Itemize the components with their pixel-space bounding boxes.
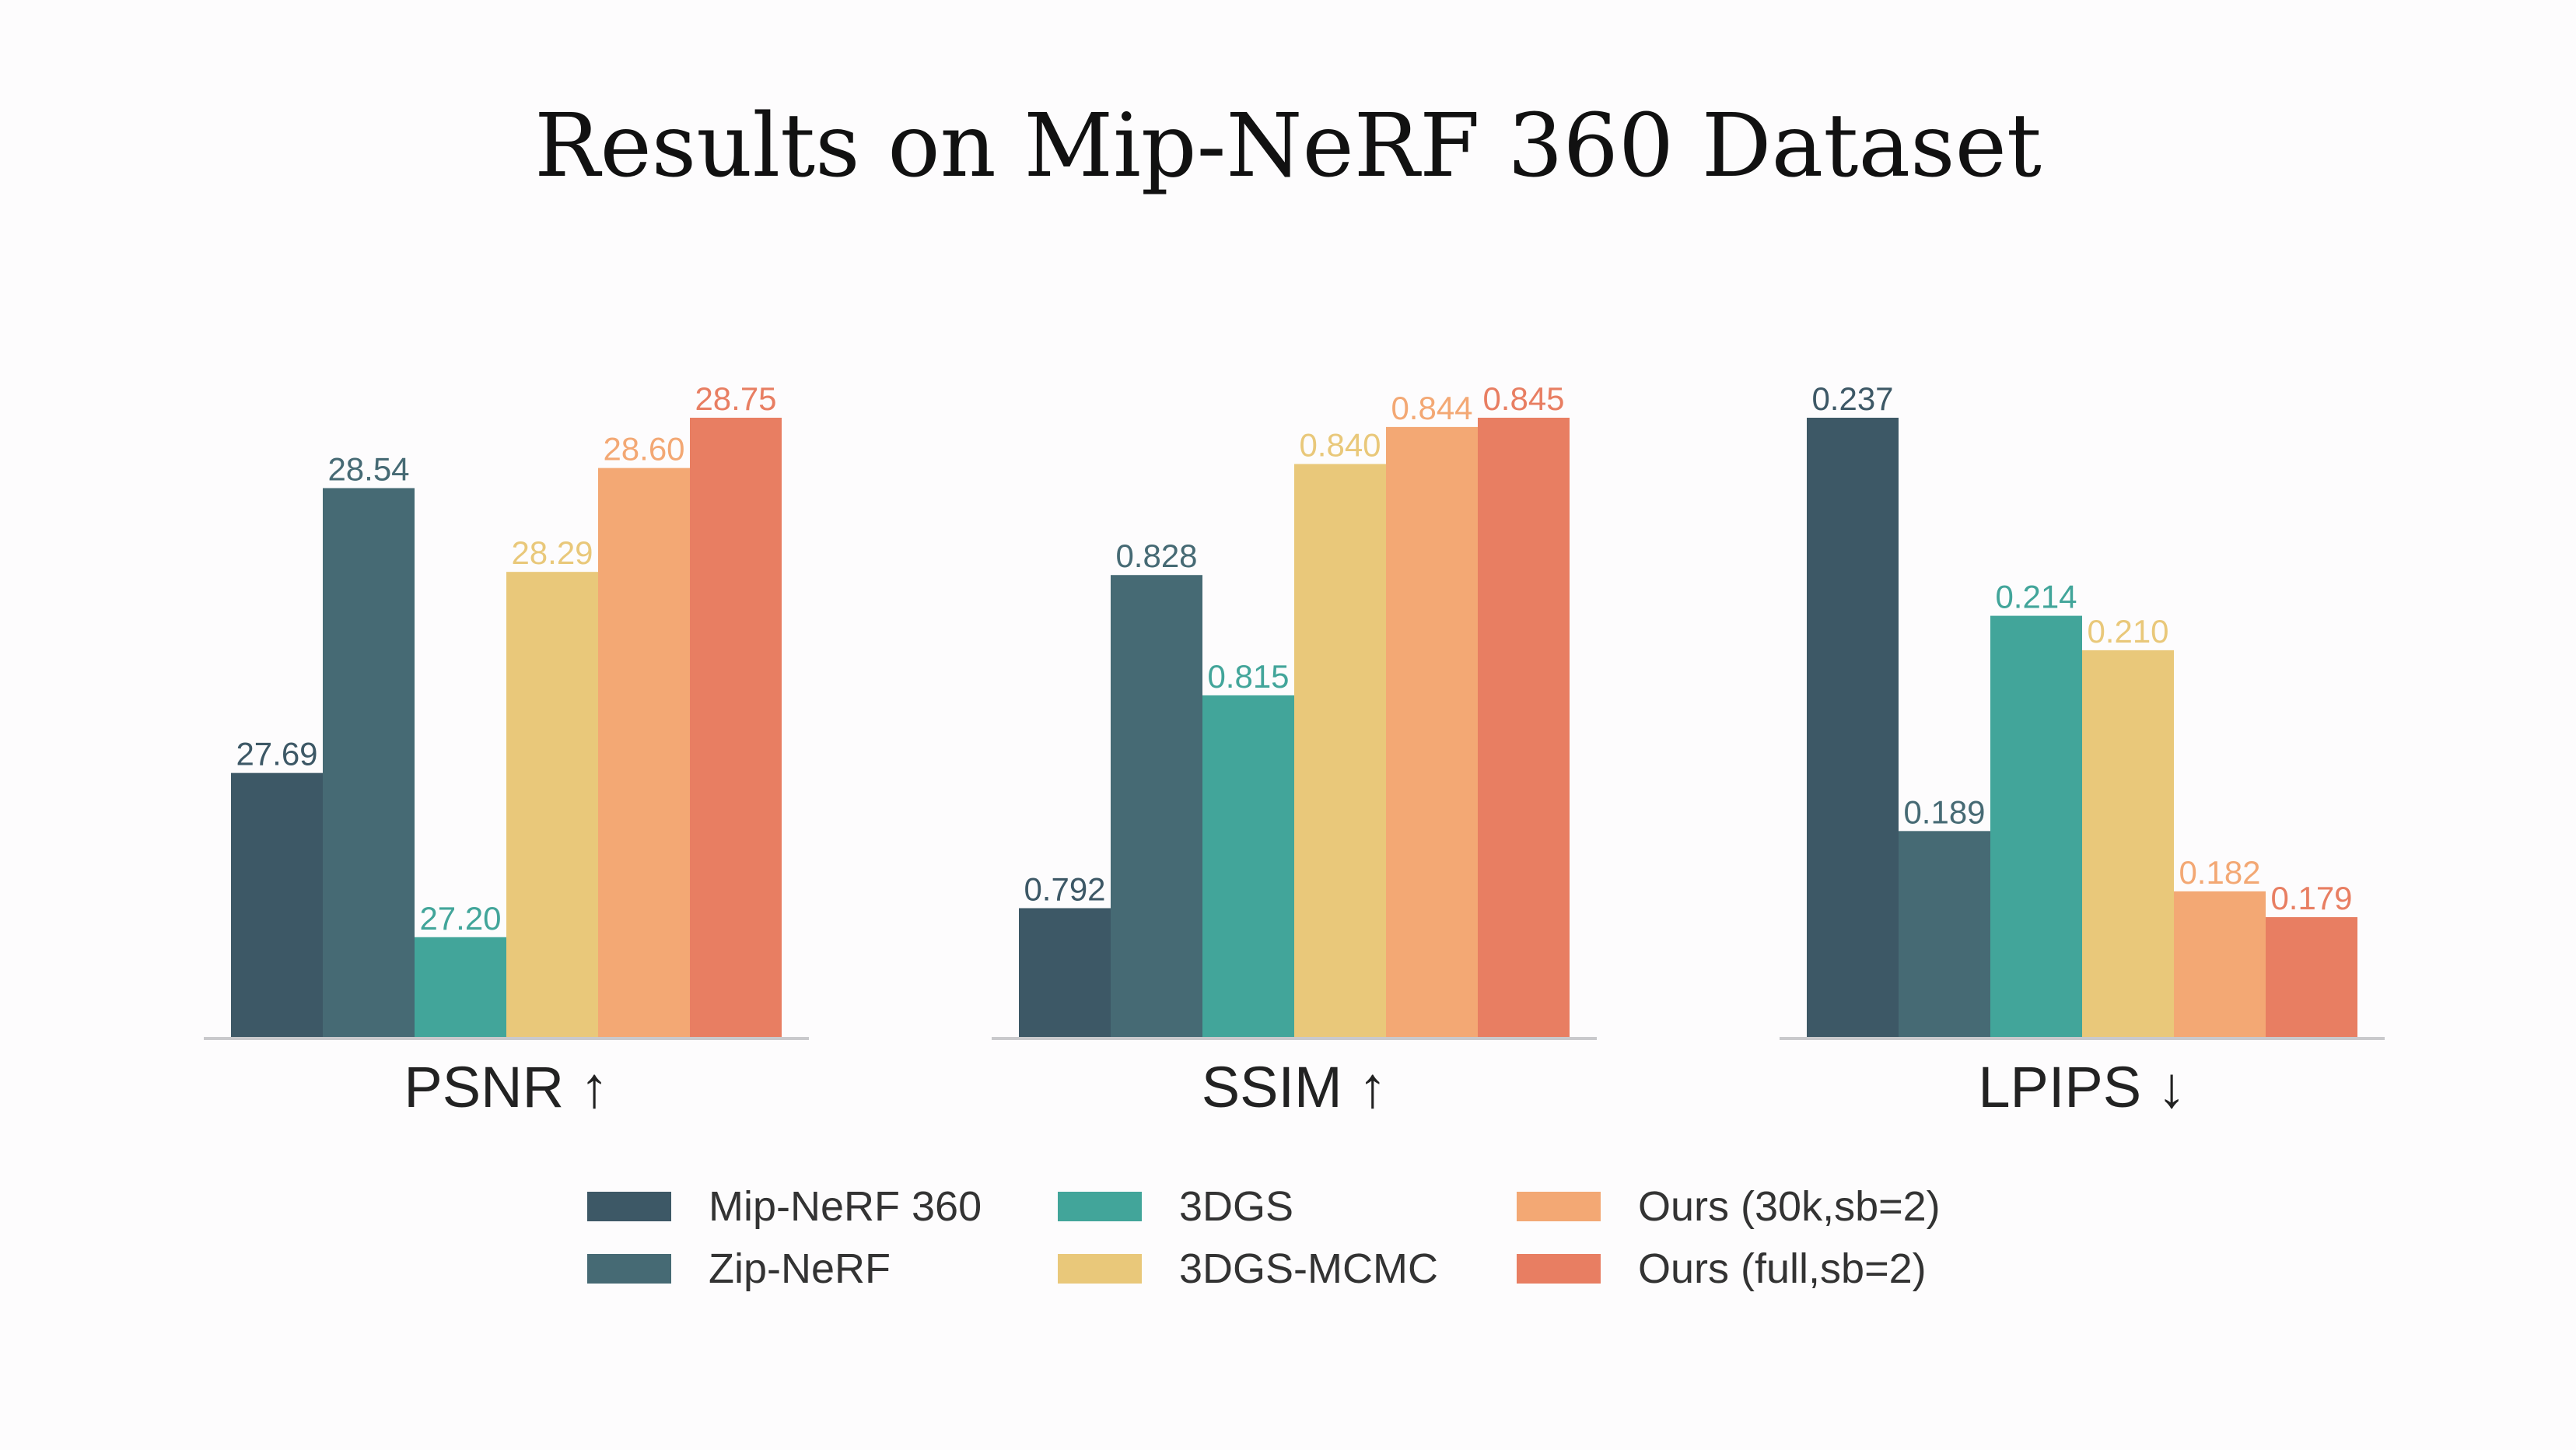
bar-value-label: 0.214 xyxy=(1995,579,2077,615)
category-label: SSIM ↑ xyxy=(1202,1055,1387,1119)
bar-value-label: 0.845 xyxy=(1482,380,1564,417)
bar-value-label: 28.60 xyxy=(603,431,684,468)
bar xyxy=(1294,464,1386,1038)
bar-value-label: 0.815 xyxy=(1207,658,1289,695)
bar xyxy=(1899,831,1990,1038)
bar xyxy=(690,418,782,1038)
bar xyxy=(1386,426,1478,1038)
bar xyxy=(598,468,690,1038)
bar xyxy=(1990,615,2082,1038)
bar xyxy=(1019,908,1111,1038)
category-label: LPIPS ↓ xyxy=(1978,1055,2186,1119)
bar-value-label: 28.75 xyxy=(695,380,776,417)
chart-title: Results on Mip-NeRF 360 Dataset xyxy=(534,96,2042,197)
bar xyxy=(1111,575,1202,1038)
category-label: PSNR ↑ xyxy=(404,1055,608,1119)
bar-value-label: 27.20 xyxy=(419,900,501,937)
bar xyxy=(231,772,323,1038)
bar-value-label: 0.828 xyxy=(1115,538,1197,574)
bar xyxy=(323,488,415,1038)
bar-value-label: 0.182 xyxy=(2179,854,2260,891)
bar xyxy=(2266,917,2357,1038)
bar-value-label: 0.179 xyxy=(2270,880,2352,916)
bar-value-label: 0.792 xyxy=(1024,870,1105,907)
bar-value-label: 0.237 xyxy=(1811,380,1893,417)
bar-value-label: 28.29 xyxy=(511,534,593,571)
bar xyxy=(2174,891,2266,1038)
bar xyxy=(1478,418,1570,1038)
bar-value-label: 28.54 xyxy=(327,450,409,487)
bar xyxy=(1202,695,1294,1038)
bar xyxy=(2082,650,2174,1038)
bar xyxy=(1807,418,1899,1038)
bar xyxy=(506,572,598,1038)
bar xyxy=(415,937,506,1038)
bar-value-label: 0.210 xyxy=(2087,613,2168,650)
bar-value-label: 0.840 xyxy=(1299,426,1381,463)
bar-value-label: 0.844 xyxy=(1391,390,1472,426)
bar-value-label: 27.69 xyxy=(236,736,317,772)
bar-value-label: 0.189 xyxy=(1903,793,1985,830)
